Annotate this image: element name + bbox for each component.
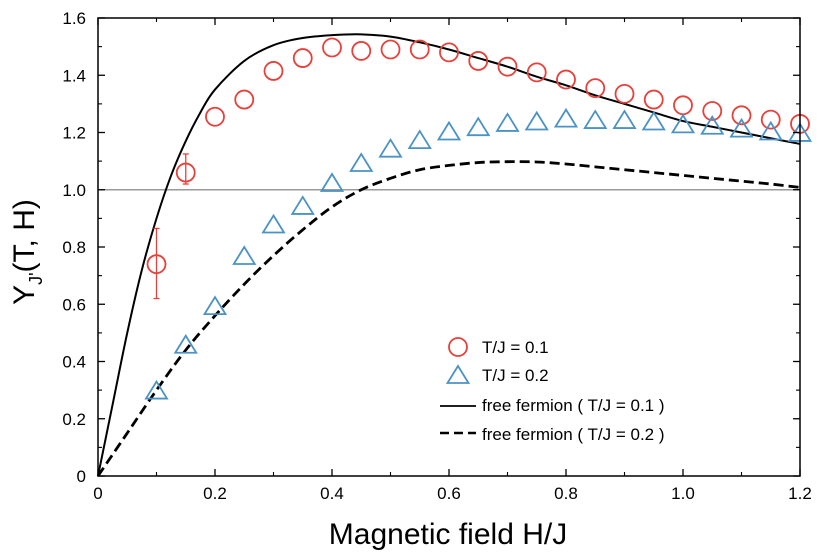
x-tick-label: 0.6 — [437, 484, 461, 503]
y-axis-title-main: Y — [8, 285, 41, 305]
y-tick-label: 0.8 — [62, 238, 86, 257]
circle-marker — [234, 89, 255, 110]
legend-label-series-2: T/J = 0.2 — [482, 366, 549, 385]
circle-marker — [146, 254, 167, 275]
circle-marker — [702, 101, 723, 121]
circle-marker — [497, 56, 518, 77]
tick-layer: 0 0.2 0.4 0.6 0.8 1.0 1.2 0 0.2 0.4 0.6 0.8 1.0 1.2 1.… — [62, 9, 811, 503]
triangle-marker — [202, 295, 228, 316]
y-axis-title-sub: J' — [26, 272, 46, 284]
legend-circle-marker — [448, 337, 468, 357]
triangle-marker — [319, 172, 345, 192]
y-tick-label: 0.6 — [62, 295, 86, 314]
marker-layer — [144, 37, 813, 400]
circle-marker — [614, 83, 635, 104]
x-tick-label: 1.0 — [671, 484, 695, 503]
triangle-marker — [173, 334, 198, 354]
triangle-marker — [144, 379, 169, 400]
free-fermion-t02-curve — [96, 160, 801, 477]
plot-frame — [97, 17, 801, 477]
triangle-marker — [466, 116, 491, 137]
triangle-marker — [641, 110, 666, 131]
x-tick-label: 1.2 — [788, 484, 812, 503]
y-tick-label: 1.4 — [62, 66, 86, 85]
y-tick-label: 0 — [77, 467, 86, 486]
circle-marker — [205, 106, 225, 127]
triangle-marker — [524, 110, 549, 131]
curve-layer — [96, 33, 801, 477]
legend-label-series-4: free fermion ( T/J = 0.2 ) — [482, 425, 665, 444]
circle-marker — [175, 162, 196, 183]
triangle-marker — [261, 213, 286, 234]
circle-marker — [292, 48, 313, 68]
circle-marker — [351, 41, 372, 61]
circle-marker — [409, 39, 430, 60]
circle-marker — [673, 95, 693, 116]
legend-triangle-marker — [445, 364, 471, 384]
circle-marker — [263, 61, 284, 81]
y-axis-title-rest: (T, H) — [8, 199, 41, 272]
circle-marker — [526, 62, 547, 83]
x-tick-label: 0.4 — [320, 484, 344, 503]
triangle-marker — [436, 120, 462, 141]
circle-marker — [585, 78, 606, 99]
legend-label-series-3: free fermion ( T/J = 0.1 ) — [482, 396, 665, 415]
circle-marker — [643, 89, 664, 110]
x-axis-title: Magnetic field H/J — [329, 518, 567, 551]
triangle-marker — [758, 120, 783, 141]
x-tick-label: 0 — [93, 484, 102, 503]
triangle-marker — [670, 113, 696, 134]
legend-label-series-1: T/J = 0.1 — [482, 338, 549, 357]
circle-marker — [556, 69, 576, 90]
triangle-marker — [553, 107, 579, 128]
triangle-marker — [495, 112, 520, 132]
circle-marker — [731, 105, 752, 126]
y-tick-label: 0.4 — [62, 353, 86, 372]
circle-marker — [468, 51, 489, 71]
triangle-marker — [378, 137, 403, 158]
triangle-marker — [349, 152, 374, 172]
circle-marker — [760, 109, 781, 130]
legend: T/J = 0.1 T/J = 0.2 free fermion ( T/J =… — [440, 337, 665, 444]
triangle-marker — [583, 109, 608, 129]
circle-marker — [322, 37, 342, 58]
y-axis-title: YJ'(T, H) — [8, 199, 46, 305]
triangle-marker — [232, 245, 257, 265]
y-tick-label: 1.2 — [62, 124, 86, 143]
circle-marker — [439, 42, 459, 63]
triangle-marker — [407, 129, 432, 149]
y-tick-label: 0.2 — [62, 410, 86, 429]
x-tick-label: 0.8 — [554, 484, 578, 503]
y-tick-label: 1.0 — [62, 181, 86, 200]
free-fermion-t01-curve — [97, 33, 801, 477]
x-tick-label: 0.2 — [203, 484, 227, 503]
triangle-marker — [612, 109, 637, 129]
triangle-marker — [290, 195, 315, 215]
triangle-marker — [729, 117, 754, 138]
circle-marker — [380, 39, 401, 60]
y-tick-label: 1.6 — [62, 9, 86, 28]
triangle-marker — [700, 115, 725, 135]
